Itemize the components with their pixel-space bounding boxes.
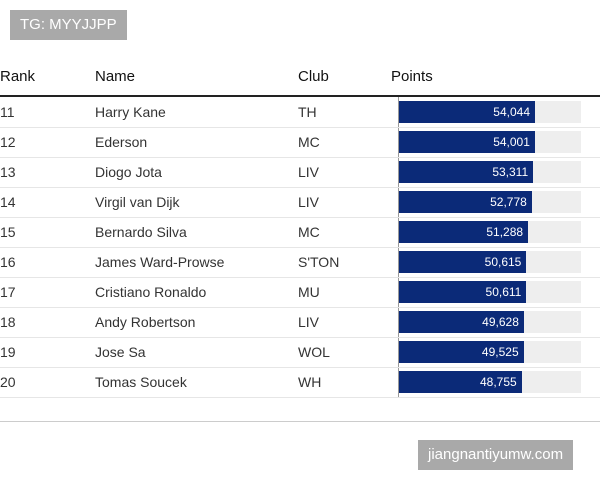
watermark: jiangnantiyumw.com: [418, 440, 574, 470]
club-cell: LIV: [298, 164, 320, 180]
points-label: 50,611: [485, 285, 522, 299]
points-bar: [399, 251, 527, 273]
points-bar: [399, 191, 532, 213]
column-header: Club: [298, 68, 329, 85]
points-bar: [399, 281, 527, 303]
row-rule: [0, 247, 600, 248]
row-rule: [0, 277, 600, 278]
name-cell: James Ward-Prowse: [95, 254, 225, 270]
points-bar: [399, 311, 524, 333]
name-cell: Harry Kane: [95, 104, 166, 120]
name-cell: Diogo Jota: [95, 164, 162, 180]
name-cell: Ederson: [95, 134, 148, 150]
rank-cell: 11: [0, 104, 15, 120]
points-label: 48,755: [479, 375, 517, 389]
row-rule: [0, 307, 600, 308]
name-cell: Bernardo Silva: [95, 224, 187, 240]
club-cell: LIV: [298, 314, 320, 330]
rank-cell: 14: [0, 194, 16, 210]
points-label: 49,525: [481, 345, 519, 359]
points-bar: [399, 221, 529, 243]
club-cell: LIV: [298, 194, 320, 210]
points-label: 54,001: [493, 135, 530, 149]
points-bar: [399, 341, 524, 363]
points-label: 53,311: [492, 165, 529, 179]
name-cell: Virgil van Dijk: [95, 194, 180, 210]
club-cell: MC: [298, 134, 320, 150]
points-label: 51,288: [486, 225, 524, 239]
rank-cell: 15: [0, 224, 16, 240]
points-bar: [399, 371, 522, 393]
club-cell: TH: [298, 104, 317, 120]
points-label: 49,628: [482, 315, 519, 329]
points-label: 52,778: [490, 195, 527, 209]
club-cell: S'TON: [298, 254, 340, 270]
row-rule: [0, 397, 600, 398]
row-rule: [0, 157, 600, 158]
club-cell: MC: [298, 224, 320, 240]
row-rule: [0, 367, 600, 368]
rank-cell: 16: [0, 254, 16, 270]
name-cell: Tomas Soucek: [95, 374, 187, 390]
club-cell: WH: [298, 374, 322, 390]
table-bottom-rule: [0, 421, 600, 422]
header-rule: [0, 95, 600, 97]
row-rule: [0, 337, 600, 338]
rank-cell: 19: [0, 344, 16, 360]
name-cell: Jose Sa: [95, 344, 146, 360]
rank-cell: 18: [0, 314, 16, 330]
column-header: Name: [95, 68, 136, 85]
club-cell: WOL: [298, 344, 330, 360]
points-label: 54,044: [493, 105, 530, 119]
points-label: 50,615: [484, 255, 522, 269]
club-cell: MU: [298, 284, 320, 300]
watermark: TG: MYYJJPP: [10, 10, 127, 40]
column-header: Rank: [0, 68, 36, 85]
name-cell: Andy Robertson: [95, 314, 196, 330]
name-cell: Cristiano Ronaldo: [95, 284, 207, 300]
row-rule: [0, 187, 600, 188]
rank-cell: 13: [0, 164, 16, 180]
points-bar: [399, 101, 535, 123]
row-rule: [0, 127, 600, 128]
rank-cell: 20: [0, 374, 16, 390]
points-bar: [399, 131, 535, 153]
rank-cell: 17: [0, 284, 16, 300]
points-bar: [399, 161, 534, 183]
column-header: Points: [391, 68, 433, 85]
rank-cell: 12: [0, 134, 16, 150]
row-rule: [0, 217, 600, 218]
